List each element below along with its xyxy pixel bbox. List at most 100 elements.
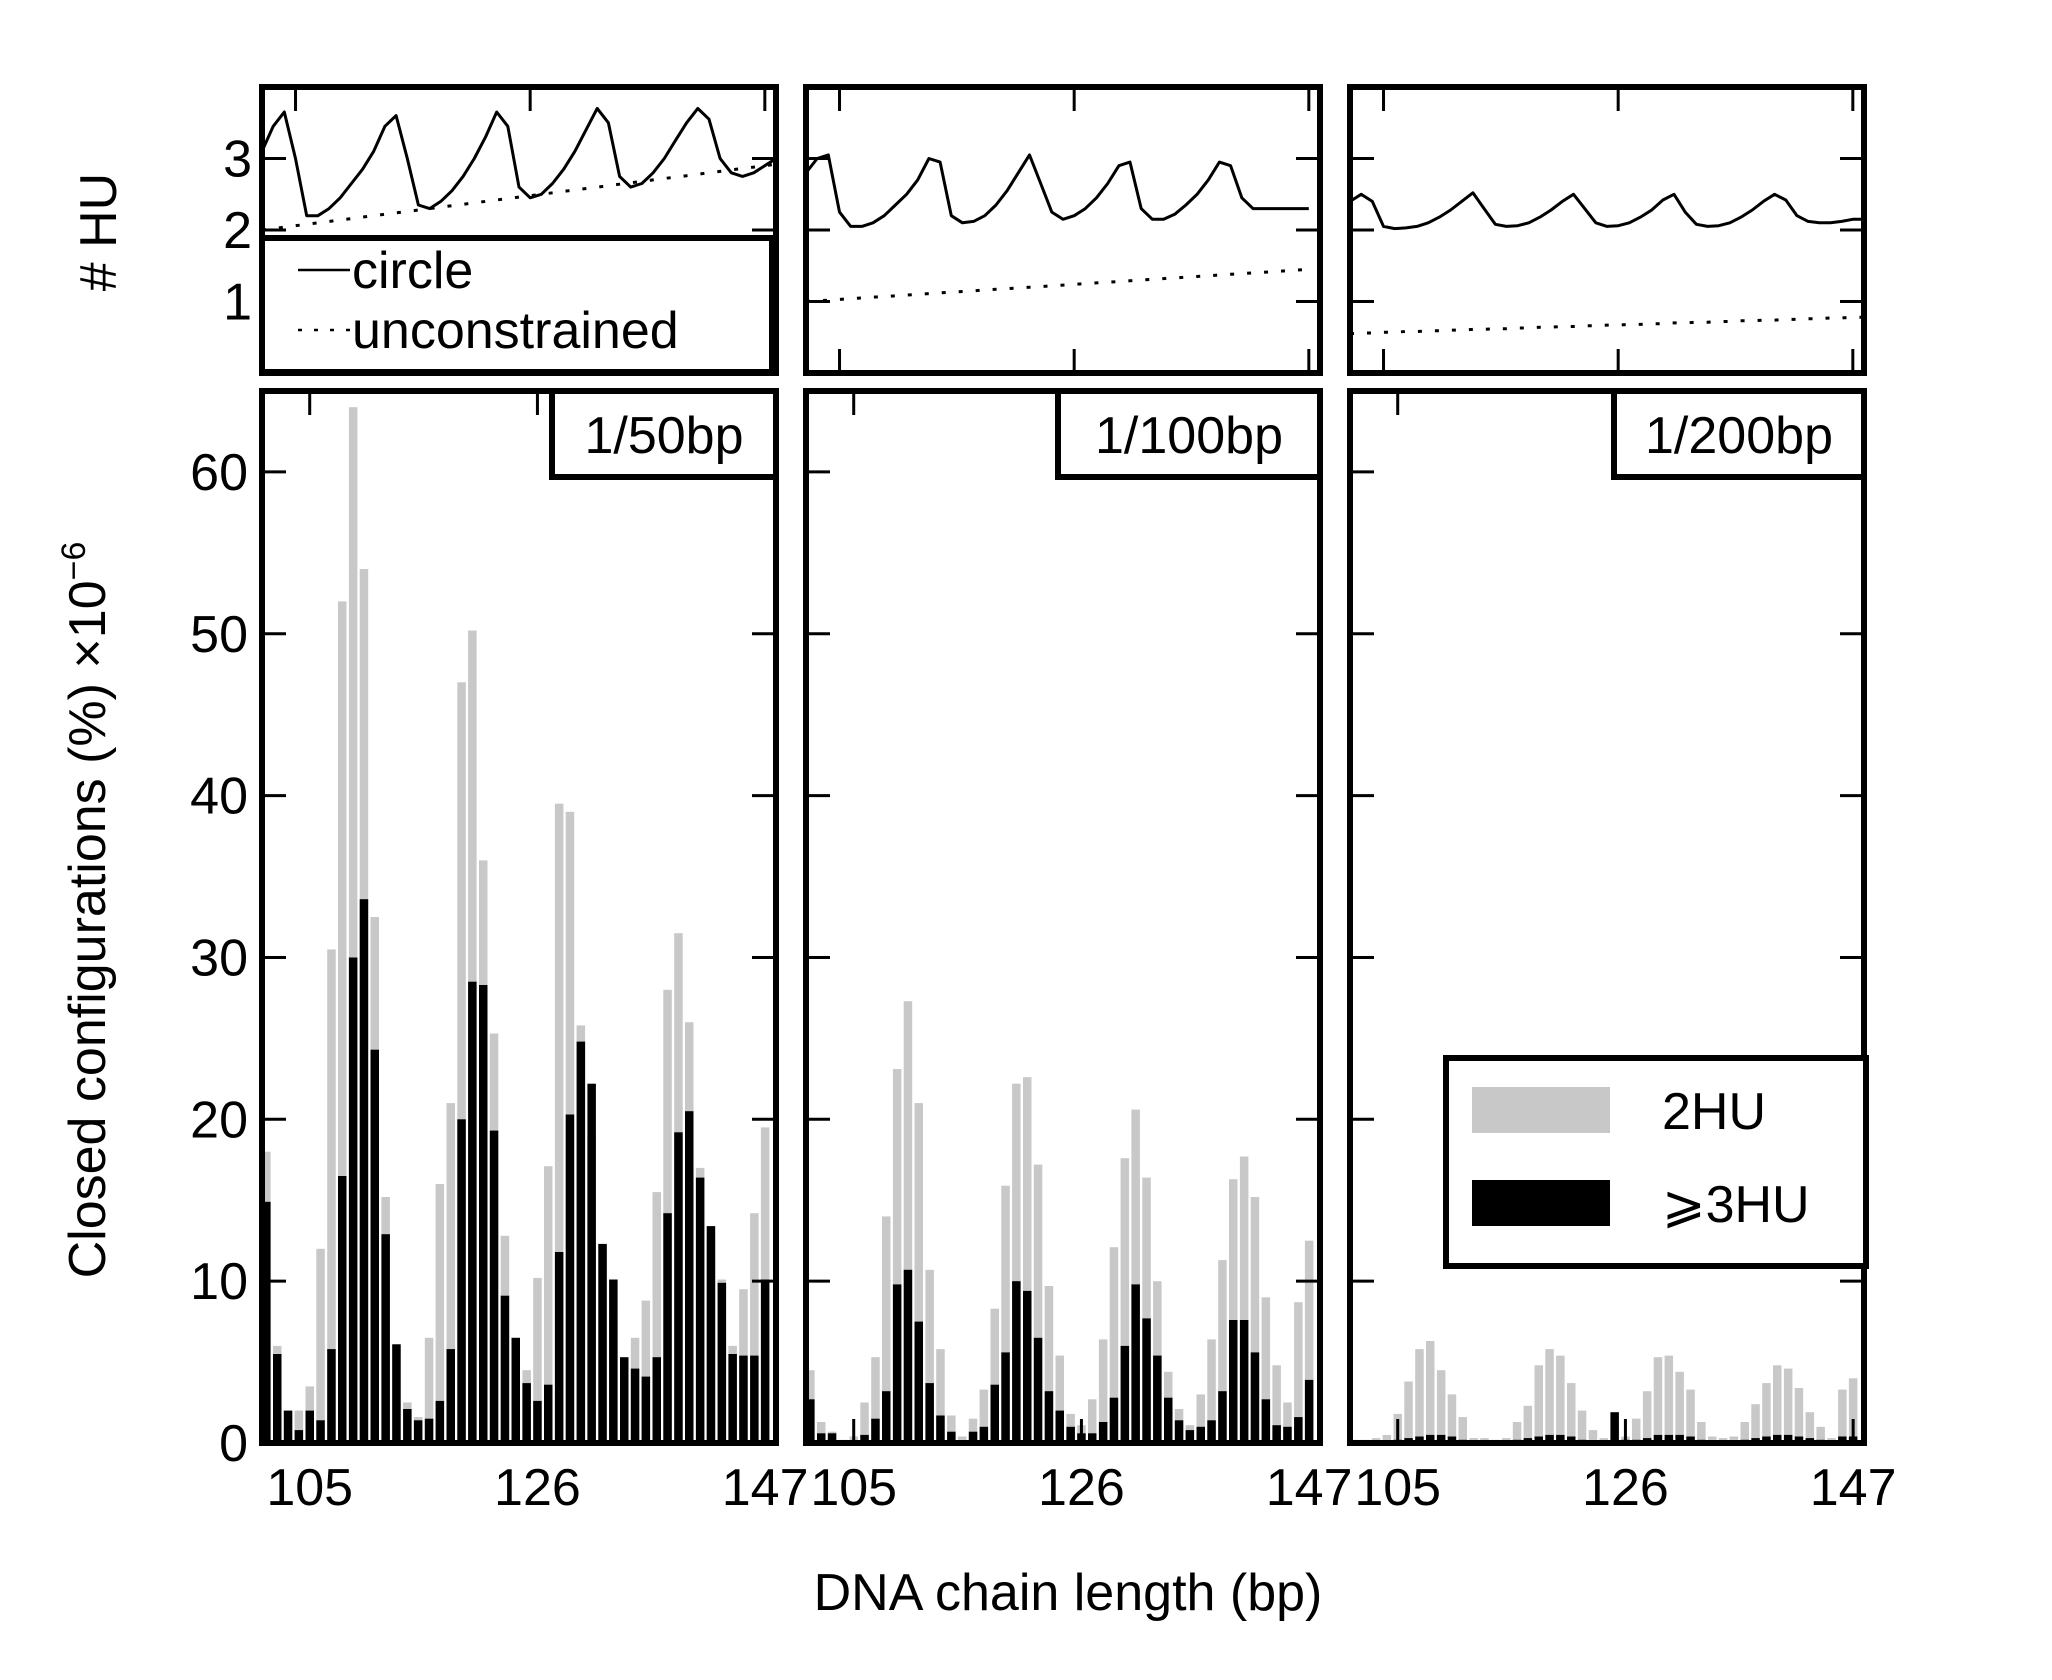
bar-3hu	[663, 1213, 672, 1443]
bar-3hu	[1229, 1320, 1238, 1443]
bar-3hu	[1415, 1436, 1424, 1443]
bar-2hu	[925, 1269, 934, 1443]
bar-3hu	[1610, 1412, 1619, 1443]
circle-line-panel-1	[260, 106, 777, 218]
bottom-y-axis-label-exponent: −6	[55, 542, 93, 581]
bar-3hu	[1098, 1422, 1108, 1443]
bar-3hu	[728, 1354, 737, 1443]
bar-2hu	[1632, 1418, 1641, 1443]
bar-3hu	[892, 1284, 902, 1443]
bar-3hu	[827, 1433, 837, 1443]
panel-title-box	[549, 388, 779, 480]
panel-title-text: 1/50bp	[584, 407, 743, 465]
bar-2hu	[979, 1389, 989, 1443]
bar-3hu	[695, 1177, 705, 1443]
bar-3hu	[609, 1279, 618, 1443]
bar-2hu	[1708, 1436, 1717, 1443]
x-tick-label: 105	[810, 1459, 897, 1517]
bar-2hu	[1567, 1383, 1576, 1443]
bar-panel-1	[262, 407, 770, 1444]
bar-2hu	[1023, 1077, 1032, 1443]
bar-2hu	[1838, 1389, 1847, 1443]
bar-3hu	[424, 1418, 434, 1443]
bottom-y-tick-label: 30	[190, 929, 248, 987]
bar-3hu	[990, 1384, 999, 1443]
bar-2hu	[860, 1402, 869, 1443]
bar-3hu	[338, 1176, 347, 1443]
bar-2hu	[1404, 1381, 1413, 1443]
bar-2hu	[1751, 1404, 1760, 1443]
bar-2hu	[1415, 1349, 1424, 1443]
bar-2hu	[936, 1349, 945, 1443]
bar-2hu	[1055, 1355, 1064, 1443]
bar-3hu	[925, 1383, 934, 1443]
bar-3hu	[871, 1418, 880, 1443]
bar-2hu	[1294, 1302, 1303, 1443]
unconstrained-line-panel-1	[261, 162, 777, 232]
bar-3hu	[479, 985, 488, 1443]
bar-2hu	[1577, 1410, 1587, 1443]
panel-frames: 1/50bp 1/100bp 1/200bp	[259, 84, 1867, 1446]
circle-line-panel-3	[1349, 191, 1864, 231]
bar-3hu	[457, 1119, 466, 1443]
bar-3hu	[283, 1410, 293, 1443]
bar-3hu	[652, 1357, 661, 1443]
bar-2hu	[957, 1436, 967, 1443]
bar-2hu	[1686, 1389, 1695, 1443]
bar-2hu	[641, 1300, 651, 1443]
top-y-tick-label: 2	[223, 202, 252, 260]
bar-3hu	[1218, 1391, 1227, 1443]
bar-2hu	[914, 1103, 923, 1443]
bar-2hu	[968, 1418, 978, 1443]
bar-3hu	[1664, 1434, 1674, 1443]
legend-2hu-swatch	[1472, 1087, 1610, 1133]
bar-legend: 2HU ⩾3HU	[1443, 1055, 1869, 1269]
bar-3hu	[817, 1433, 826, 1443]
x-tick-label: 126	[1582, 1459, 1669, 1517]
bar-panel-3	[1350, 1341, 1858, 1443]
x-tick-label: 105	[266, 1459, 353, 1517]
bar-2hu	[1088, 1399, 1097, 1443]
bottom-y-axis-label-main: Closed configurations (%) ×10	[59, 580, 117, 1278]
line-panel-3	[1349, 191, 1864, 336]
bar-panel-2	[806, 1001, 1314, 1443]
bottom-y-tick-label: 50	[190, 606, 248, 664]
x-tick-label: 126	[494, 1459, 581, 1517]
bar-2hu	[871, 1357, 880, 1443]
bar-3hu	[1567, 1436, 1576, 1443]
unconstrained-line-panel-3	[1349, 315, 1864, 336]
bottom-y-tick-label: 60	[190, 444, 248, 502]
bar-panels	[262, 407, 1858, 1444]
bar-3hu	[1794, 1436, 1804, 1443]
x-tick-label: 126	[1038, 1459, 1125, 1517]
bar-2hu	[1239, 1156, 1249, 1443]
bar-3hu	[739, 1355, 748, 1443]
bar-2hu	[882, 1216, 891, 1443]
bar-2hu	[1261, 1297, 1271, 1443]
bar-2hu	[1588, 1430, 1598, 1443]
bar-2hu	[1534, 1365, 1543, 1443]
bar-3hu	[1426, 1434, 1435, 1443]
bar-2hu	[338, 601, 347, 1443]
x-tick-label: 105	[1354, 1459, 1441, 1517]
bar-2hu	[1729, 1436, 1739, 1443]
bar-3hu	[1773, 1434, 1782, 1443]
bar-2hu	[1436, 1370, 1446, 1443]
bottom-y-tick-label: 40	[190, 768, 248, 826]
bar-3hu	[1675, 1434, 1684, 1443]
bar-3hu	[630, 1368, 640, 1443]
line-panel-1	[260, 106, 777, 232]
bar-3hu	[587, 1083, 596, 1443]
bar-3hu	[1066, 1426, 1075, 1443]
bar-3hu	[674, 1132, 683, 1443]
bar-2hu	[457, 682, 466, 1443]
bar-2hu	[1556, 1355, 1565, 1443]
bar-3hu	[544, 1384, 553, 1443]
bar-2hu	[544, 1166, 553, 1443]
bar-3hu	[489, 1130, 499, 1443]
bar-2hu	[316, 1248, 325, 1443]
bar-3hu	[1164, 1397, 1173, 1443]
bar-3hu	[1055, 1410, 1064, 1443]
top-y-tick-label: 1	[223, 274, 252, 332]
